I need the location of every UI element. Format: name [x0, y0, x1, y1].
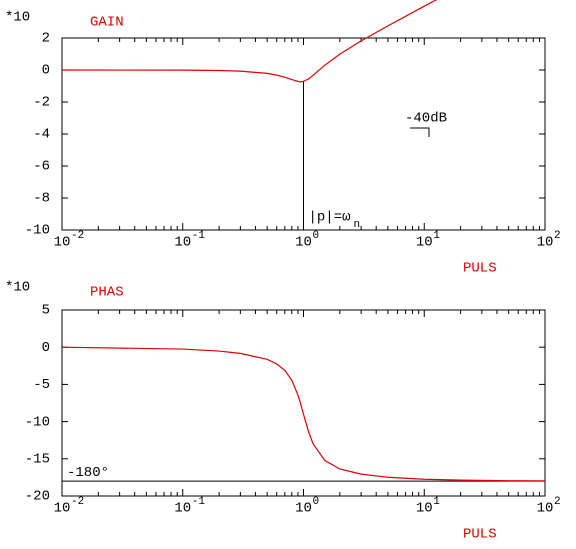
- x-tick-exponent: -1: [192, 230, 206, 242]
- x-tick-exponent: -2: [71, 496, 84, 508]
- x-tick-exponent: 2: [554, 496, 561, 508]
- curve: [61, 0, 438, 83]
- y-tick-label: 0: [42, 63, 50, 79]
- plot-frame: [61, 309, 546, 497]
- y-tick-label: 2: [42, 31, 50, 47]
- x-tick-exponent: 1: [433, 230, 440, 242]
- x-tick-label: 10: [537, 235, 554, 251]
- x-tick-label: 10: [54, 501, 71, 517]
- chart-title: PHAS: [90, 285, 124, 301]
- x-axis-label: PULS: [463, 261, 497, 277]
- multiplier: *10: [5, 10, 30, 26]
- y-tick-label: -10: [25, 414, 50, 430]
- y-tick-label: -6: [33, 159, 50, 175]
- y-tick-label: -2: [33, 95, 50, 111]
- y-tick-label: -5: [33, 377, 50, 393]
- x-axis-label: PULS: [463, 527, 497, 543]
- x-tick-exponent: 0: [313, 496, 320, 508]
- y-tick-label: -10: [25, 223, 50, 239]
- x-tick-exponent: 2: [554, 230, 561, 242]
- y-tick-label: -4: [33, 127, 50, 143]
- x-tick-label: 10: [295, 501, 312, 517]
- curve: [61, 346, 546, 482]
- hline-label: -180°: [67, 465, 109, 481]
- x-tick-exponent: 1: [433, 496, 440, 508]
- x-tick-label: 10: [174, 235, 191, 251]
- y-tick-label: 5: [42, 303, 50, 319]
- multiplier: *10: [5, 280, 30, 296]
- x-tick-label: 10: [537, 501, 554, 517]
- x-tick-label: 10: [416, 501, 433, 517]
- x-tick-exponent: -2: [71, 230, 84, 242]
- x-tick-exponent: -1: [192, 496, 206, 508]
- vline-subscript: n: [354, 219, 361, 231]
- x-tick-label: 10: [295, 235, 312, 251]
- chart-title: GAIN: [90, 15, 124, 31]
- slope-marker: [410, 127, 430, 137]
- x-tick-exponent: 0: [313, 230, 320, 242]
- y-tick-label: -15: [25, 452, 50, 468]
- slope-label: -40dB: [405, 111, 447, 127]
- y-tick-label: -8: [33, 191, 50, 207]
- y-tick-label: -20: [25, 489, 50, 505]
- x-tick-label: 10: [174, 501, 191, 517]
- y-tick-label: 0: [42, 340, 50, 356]
- vline-label: |p|=ω: [309, 210, 352, 226]
- x-tick-label: 10: [416, 235, 433, 251]
- x-tick-label: 10: [54, 235, 71, 251]
